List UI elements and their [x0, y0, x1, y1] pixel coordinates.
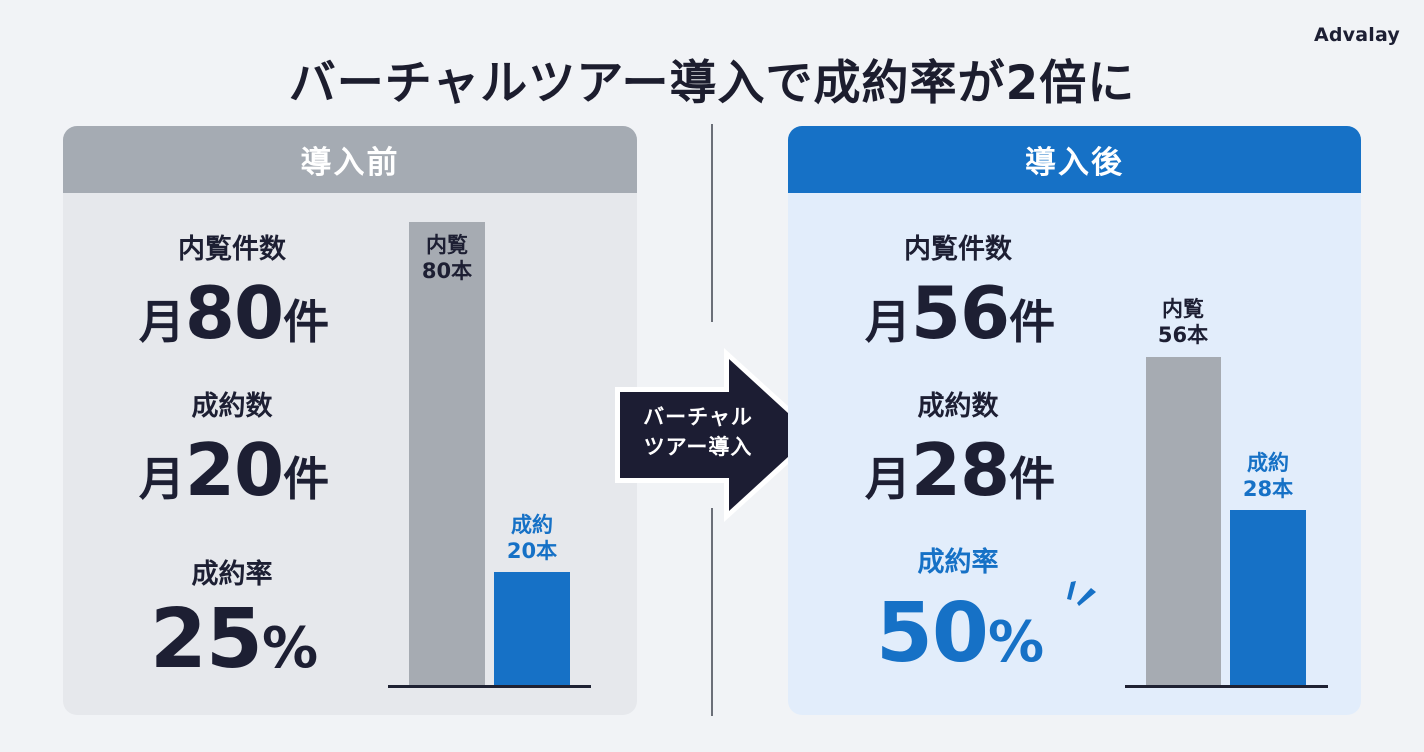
arrow-right-icon — [615, 348, 820, 522]
contracts-number: 28 — [910, 428, 1010, 512]
views-number: 80 — [184, 271, 284, 355]
after-header-label: 導入後 — [1025, 145, 1124, 181]
bar-label-category: 成約 — [1247, 451, 1289, 475]
after-chart-baseline — [1125, 685, 1328, 688]
before-rate-value: 25% — [84, 592, 384, 687]
before-contracts-bar-label: 成約 20本 — [482, 512, 582, 564]
before-panel: 導入前 内覧件数 月80件 成約数 月20件 成約率 25% 内覧 80本 成約… — [63, 126, 637, 715]
after-contracts-label: 成約数 — [917, 391, 999, 422]
emphasis-burst-icon — [1067, 581, 1096, 606]
count-suffix: 件 — [283, 295, 330, 349]
arrow-label-line-1: バーチャル — [643, 405, 753, 429]
after-contracts-bar-label: 成約 28本 — [1218, 450, 1318, 502]
after-rate-value: 50% — [810, 586, 1110, 681]
arrow-label: バーチャル ツアー導入 — [618, 402, 778, 462]
month-prefix: 月 — [864, 452, 911, 506]
brand-logo: Advalay — [1313, 24, 1400, 46]
after-views-bar — [1146, 357, 1221, 686]
rate-number: 50 — [875, 586, 989, 681]
before-contracts-label: 成約数 — [191, 391, 273, 422]
percent-sign: % — [262, 616, 319, 681]
after-views-value: 月56件 — [810, 271, 1110, 355]
percent-sign: % — [988, 610, 1045, 675]
rate-number: 25 — [149, 592, 263, 687]
before-rate-label: 成約率 — [191, 559, 273, 590]
count-suffix: 件 — [1009, 452, 1056, 506]
month-prefix: 月 — [138, 295, 185, 349]
after-contracts-value: 月28件 — [810, 428, 1110, 512]
before-contracts-value: 月20件 — [84, 428, 384, 512]
divider-bottom — [711, 508, 713, 716]
after-panel: 導入後 内覧件数 月56件 成約数 月28件 成約率 50% 内覧 56本 成約… — [788, 126, 1361, 715]
contracts-number: 20 — [184, 428, 284, 512]
bar-label-category: 内覧 — [1162, 297, 1204, 321]
arrow-label-line-2: ツアー導入 — [643, 435, 753, 459]
page-title: バーチャルツアー導入で成約率が2倍に — [288, 56, 1136, 111]
before-views-bar — [409, 222, 485, 686]
month-prefix: 月 — [138, 452, 185, 506]
bar-label-category: 成約 — [511, 513, 553, 537]
divider-top — [711, 124, 713, 322]
after-rate-label: 成約率 — [917, 547, 999, 578]
after-views-label: 内覧件数 — [904, 234, 1012, 265]
views-number: 56 — [910, 271, 1010, 355]
bar-label-category: 内覧 — [426, 233, 468, 257]
before-views-bar-label: 内覧 80本 — [397, 232, 497, 284]
bar-label-value: 20本 — [506, 539, 558, 563]
month-prefix: 月 — [864, 295, 911, 349]
before-panel-header: 導入前 — [63, 126, 637, 193]
after-panel-header: 導入後 — [788, 126, 1361, 193]
bar-label-value: 80本 — [421, 259, 473, 283]
bar-label-value: 28本 — [1242, 477, 1294, 501]
count-suffix: 件 — [283, 452, 330, 506]
before-contracts-bar — [494, 572, 570, 686]
before-views-label: 内覧件数 — [178, 234, 286, 265]
before-header-label: 導入前 — [300, 145, 400, 181]
bar-label-value: 56本 — [1157, 323, 1209, 347]
count-suffix: 件 — [1009, 295, 1056, 349]
after-views-bar-label: 内覧 56本 — [1133, 296, 1233, 348]
before-views-value: 月80件 — [84, 271, 384, 355]
after-contracts-bar — [1230, 510, 1306, 686]
before-chart-baseline — [388, 685, 591, 688]
